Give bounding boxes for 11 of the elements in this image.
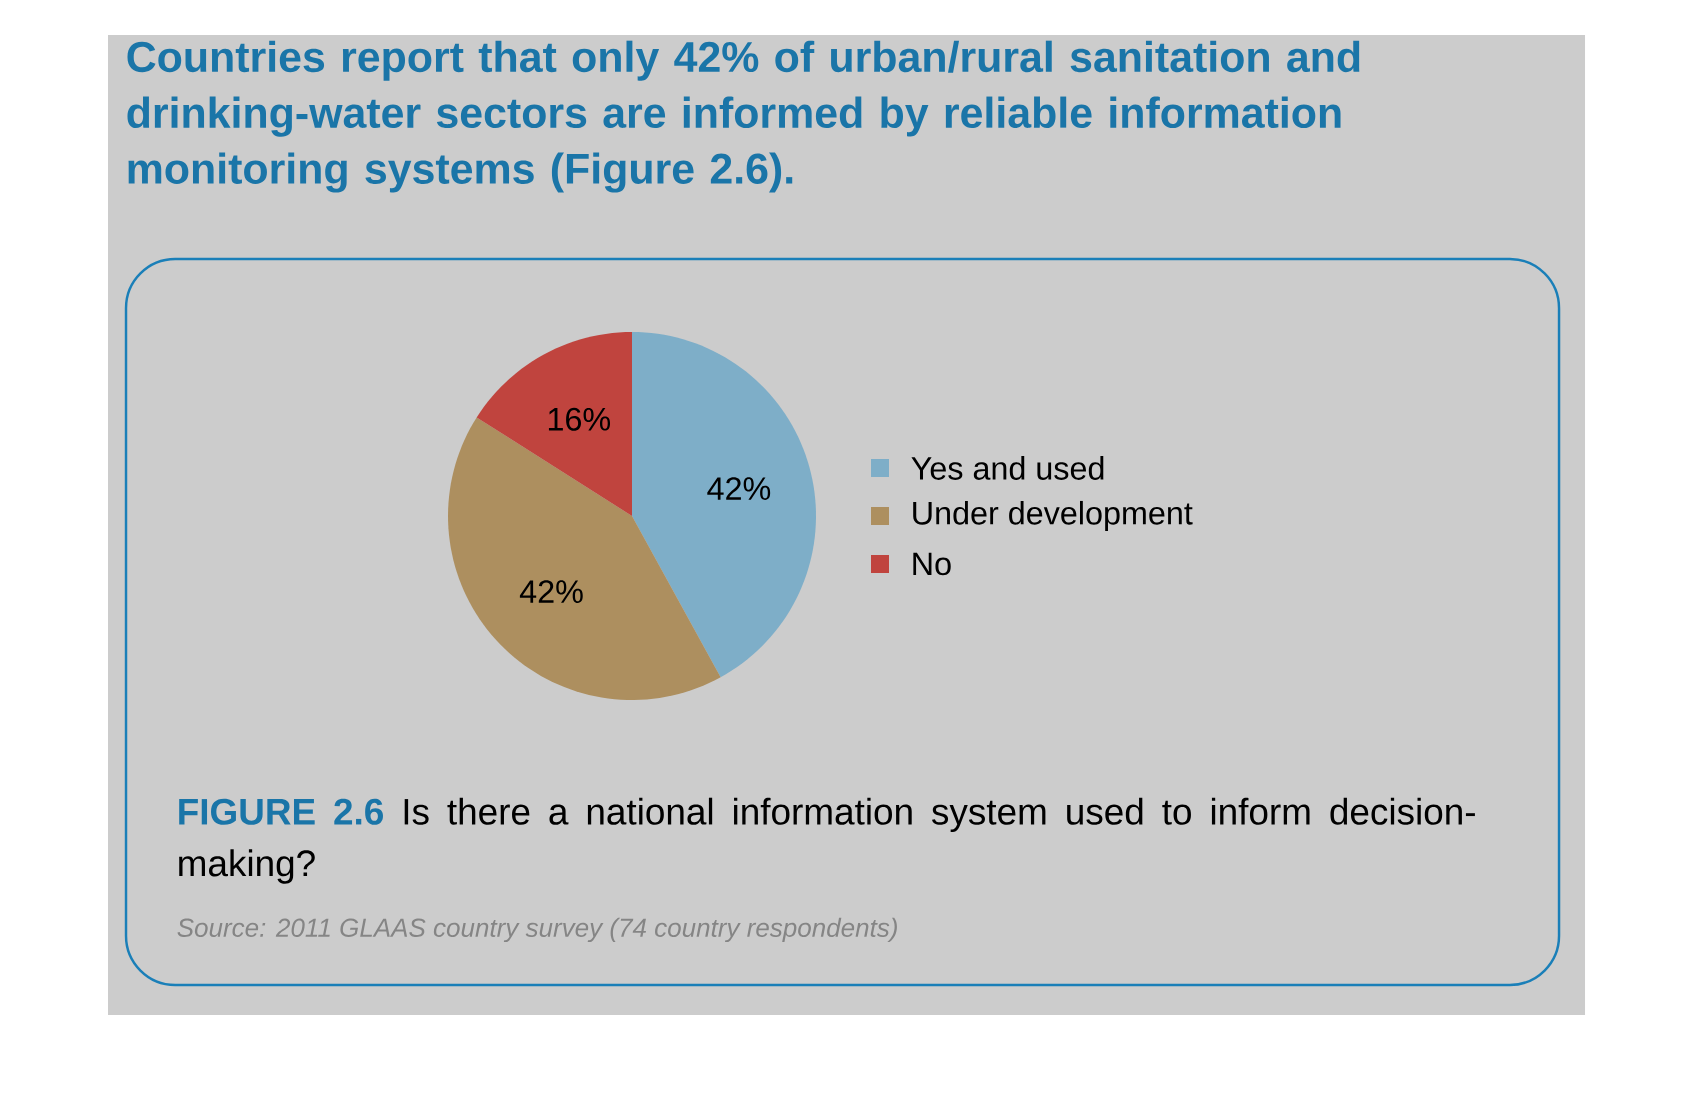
caption: FIGURE 2.6 [179,798,383,825]
source-note: Source: 2011 GLAAS country survey (74 country respondents) [177,917,897,943]
chart-title: Countries report that only 42% of urban/rural sanitation and drinking-water sectors are informed by reliable information monitoring systems (Figure 2.6). [127,40,1360,193]
data-label: 42% [519,580,583,603]
data-label: 16% [548,407,611,431]
legend-label: No [913,552,951,576]
text: making? [179,849,315,884]
data-label: 42% [707,477,771,500]
legend-label: Yes and used [911,456,1104,480]
text: Is there a national information system used to inform decision- [404,797,1475,833]
legend-label: Under development [913,500,1193,532]
